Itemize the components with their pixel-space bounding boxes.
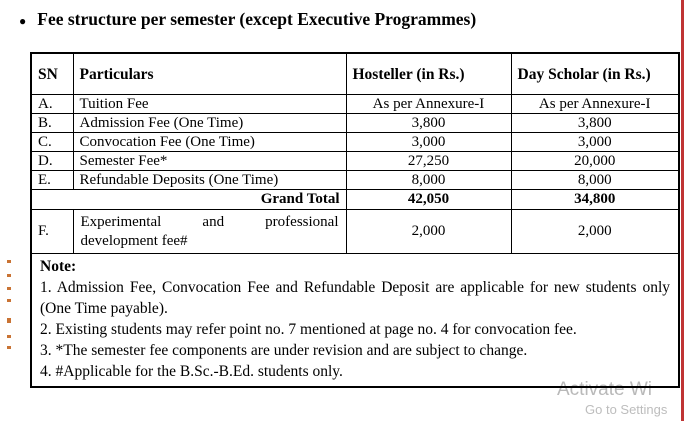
cell-sn: B. (30, 113, 74, 133)
section-heading: ● Fee structure per semester (except Exe… (19, 9, 476, 30)
col-header-particulars: Particulars (72, 52, 347, 95)
cell-sn: A. (30, 94, 74, 114)
table-row: C. Convocation Fee (One Time) 3,000 3,00… (30, 132, 680, 152)
table-row: F. Experimental and professional develop… (30, 209, 680, 254)
margin-mark (7, 274, 11, 277)
table-row: D. Semester Fee* 27,250 20,000 (30, 151, 680, 171)
cell-particulars: Convocation Fee (One Time) (72, 132, 347, 152)
go-to-settings-text: Go to Settings (585, 402, 668, 417)
table-row: E. Refundable Deposits (One Time) 8,000 … (30, 170, 680, 190)
note-label: Note: (40, 258, 77, 275)
margin-mark (7, 346, 11, 349)
grand-total-hosteller: 42,050 (345, 189, 512, 210)
table-row: A. Tuition Fee As per Annexure-I As per … (30, 94, 680, 114)
note-row: Note: 1. Admission Fee, Convocation Fee … (30, 253, 680, 388)
col-header-day-scholar: Day Scholar (in Rs.) (510, 52, 680, 95)
cell-day-scholar: 2,000 (510, 209, 680, 254)
cell-day-scholar: 8,000 (510, 170, 680, 190)
col-header-hosteller: Hosteller (in Rs.) (345, 52, 512, 95)
cell-hosteller: 2,000 (345, 209, 512, 254)
bullet-icon: ● (19, 13, 27, 28)
cell-sn: F. (30, 209, 74, 254)
grand-total-label: Grand Total (30, 189, 347, 210)
margin-mark (7, 287, 11, 290)
note-section: Note: 1. Admission Fee, Convocation Fee … (30, 253, 680, 388)
margin-mark (7, 299, 11, 302)
cell-particulars: Admission Fee (One Time) (72, 113, 347, 133)
cell-sn: D. (30, 151, 74, 171)
cell-day-scholar: 3,800 (510, 113, 680, 133)
cell-particulars: Semester Fee* (72, 151, 347, 171)
cell-day-scholar: As per Annexure-I (510, 94, 680, 114)
grand-total-day-scholar: 34,800 (510, 189, 680, 210)
note-item-3: 3. *The semester fee components are unde… (40, 342, 528, 359)
note-item-1: 1. Admission Fee, Convocation Fee and Re… (40, 279, 670, 317)
cell-sn: E. (30, 170, 74, 190)
margin-mark (7, 318, 11, 323)
note-item-2: 2. Existing students may refer point no.… (40, 321, 577, 338)
margin-mark (7, 260, 11, 263)
cell-hosteller: 3,800 (345, 113, 512, 133)
grand-total-row: Grand Total 42,050 34,800 (30, 189, 680, 210)
cell-hosteller: 3,000 (345, 132, 512, 152)
cell-sn: C. (30, 132, 74, 152)
col-header-sn: SN (30, 52, 74, 95)
cell-particulars: Experimental and professional developmen… (72, 209, 347, 254)
cell-day-scholar: 20,000 (510, 151, 680, 171)
cell-particulars: Refundable Deposits (One Time) (72, 170, 347, 190)
cell-hosteller: 8,000 (345, 170, 512, 190)
note-item-4: 4. #Applicable for the B.Sc.-B.Ed. stude… (40, 363, 343, 380)
table-header-row: SN Particulars Hosteller (in Rs.) Day Sc… (30, 52, 680, 95)
cell-day-scholar: 3,000 (510, 132, 680, 152)
cell-hosteller: 27,250 (345, 151, 512, 171)
cell-hosteller: As per Annexure-I (345, 94, 512, 114)
page-edge-line (681, 0, 684, 421)
fee-structure-table: SN Particulars Hosteller (in Rs.) Day Sc… (30, 52, 680, 388)
table-row: B. Admission Fee (One Time) 3,800 3,800 (30, 113, 680, 133)
heading-title: Fee structure per semester (except Execu… (37, 9, 477, 29)
cell-particulars: Tuition Fee (72, 94, 347, 114)
margin-mark (7, 335, 11, 338)
